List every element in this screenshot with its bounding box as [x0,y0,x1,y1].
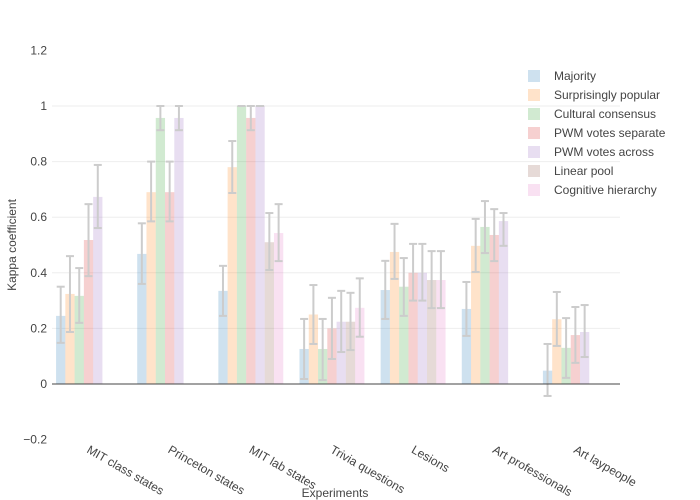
bar [355,307,365,384]
x-tick-label: Art laypeople [571,442,639,489]
bar [308,314,319,384]
bar [83,239,94,384]
y-tick-label: 0.4 [30,266,47,280]
legend-label: Linear pool [554,163,614,178]
legend-swatch [528,88,540,101]
legend-label: Cultural consensus [554,106,657,121]
bar [264,242,274,384]
bar [436,280,446,384]
bar [65,293,75,384]
legend: Majority Surprisingly popular Cultural con… [528,66,665,199]
x-tick-label: MIT lab states [247,442,319,492]
legend-label: Cognitive hierarchy [554,182,657,197]
bar [146,192,156,384]
bar [246,117,256,384]
bar [461,308,472,384]
bar [389,251,400,384]
bar [56,315,66,384]
bar [218,290,228,384]
bar [345,321,356,384]
legend-item[interactable]: PWM votes separate [528,123,665,142]
legend-swatch [528,164,540,177]
bar [380,290,390,384]
bars [56,106,590,384]
y-tick-label: 0.8 [30,155,47,169]
legend-item[interactable]: Surprisingly popular [528,85,665,104]
legend-swatch [528,107,540,120]
y-tick-label: −0.2 [23,433,47,447]
legend-label: PWM votes across [554,144,655,159]
bar [155,117,166,384]
legend-item[interactable]: Majority [528,66,665,85]
y-axis-title: Kappa coefficient [5,198,19,291]
bar [74,295,84,384]
bar [227,167,237,384]
bar [471,245,481,384]
bar [498,221,509,384]
bar [273,233,284,384]
legend-swatch [528,145,540,158]
y-tick-label: 1 [40,99,47,113]
legend-item[interactable]: Linear pool [528,161,665,180]
bar [255,106,265,384]
bar [408,272,418,384]
legend-swatch [528,183,540,196]
y-tick-label: 0.6 [30,210,47,224]
bar [174,117,184,384]
gridlines [52,105,620,329]
legend-item[interactable]: Cognitive hierarchy [528,180,665,199]
legend-item[interactable]: PWM votes across [528,142,665,161]
bar [426,280,437,384]
x-tick-label: MIT class states [85,442,167,497]
legend-label: Surprisingly popular [554,87,661,102]
bar [480,226,490,384]
legend-item[interactable]: Cultural consensus [528,104,665,123]
bar [417,272,427,384]
x-axis-title: Experiments [302,486,369,500]
error-bars [56,105,589,397]
bar [93,196,103,384]
y-tick-labels: 1.2 1 0.8 0.6 0.4 0.2 0 −0.2 [23,43,47,446]
bar [489,234,499,384]
y-tick-label: 1.2 [30,43,47,57]
y-tick-label: 0 [40,377,47,391]
legend-swatch [528,126,540,139]
legend-label: PWM votes separate [554,125,666,140]
legend-swatch [528,69,540,82]
x-tick-label: Princeton states [166,442,248,497]
bar [399,286,409,384]
bar [236,106,247,384]
bar [137,253,147,384]
y-tick-label: 0.2 [30,321,47,335]
legend-label: Majority [554,68,597,83]
x-tick-label: Lesions [409,442,452,475]
bar [165,192,175,384]
x-tick-label: Art professionals [490,442,574,499]
bar [552,319,562,384]
